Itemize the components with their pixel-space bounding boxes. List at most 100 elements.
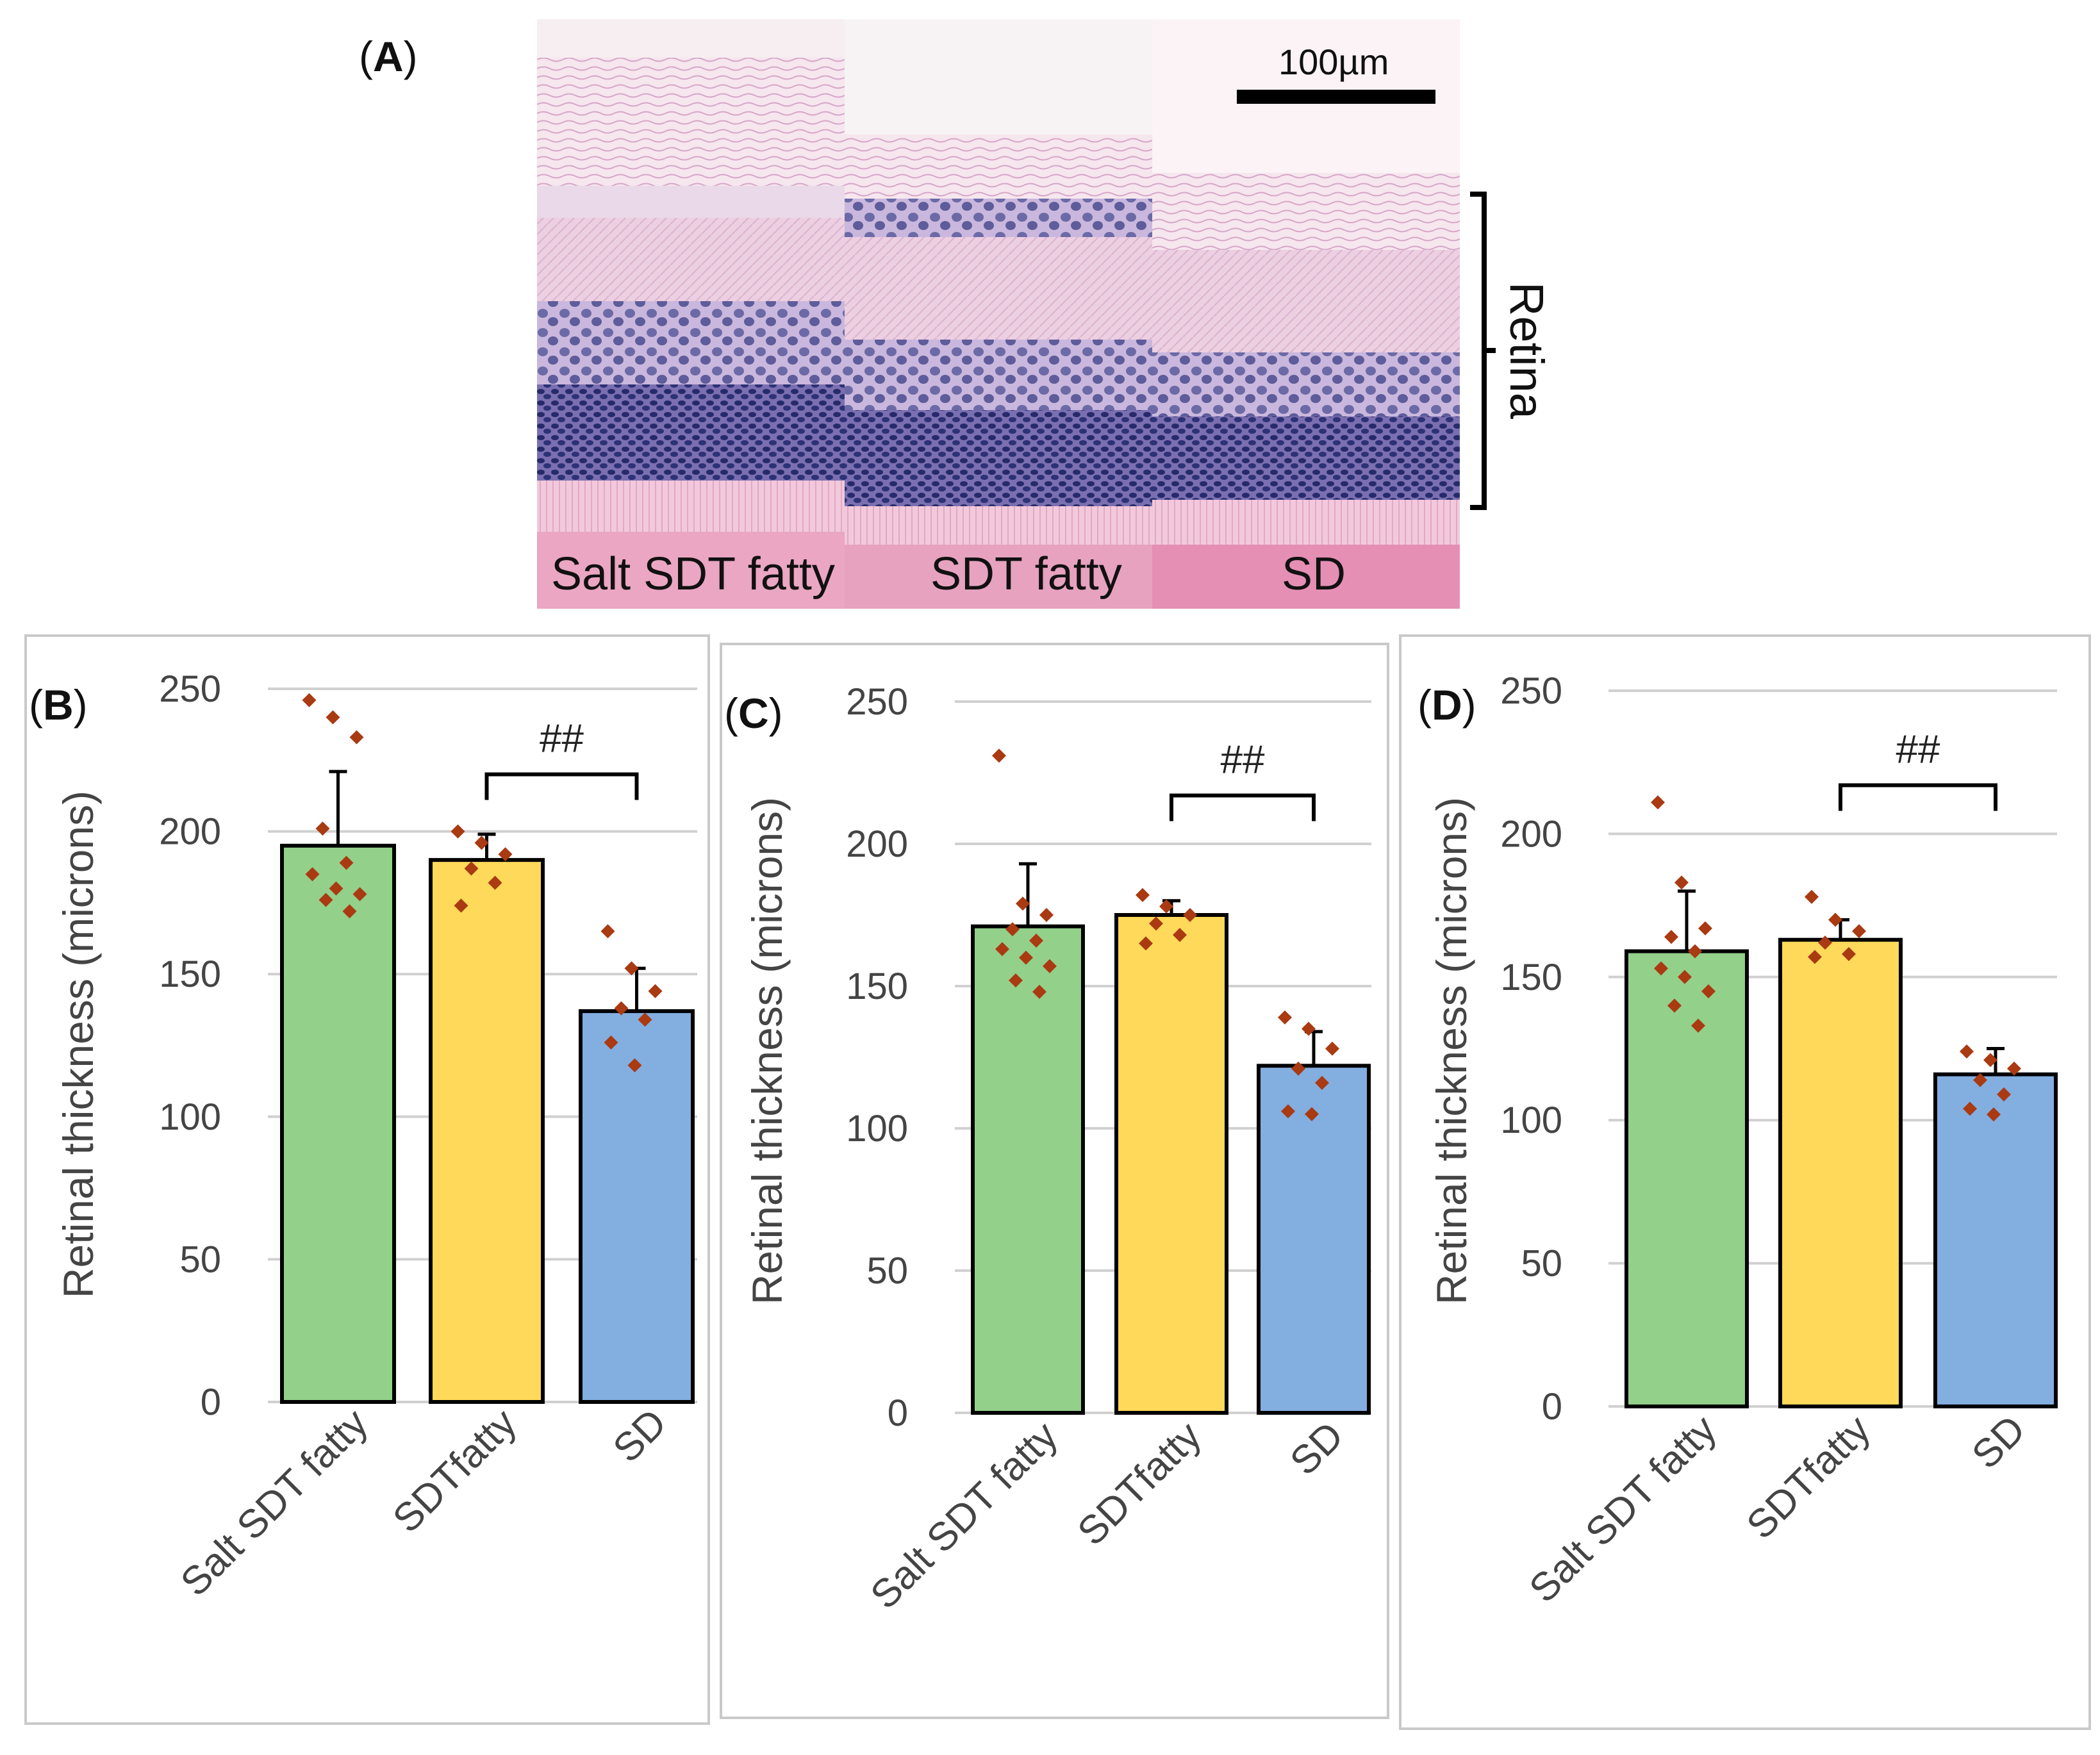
chart-b-ytick-50: 50 [179,1239,221,1280]
chart-c-point-1-3 [1149,916,1163,931]
retina-bracket [1470,192,1496,510]
chart-d-point-0-4 [1688,944,1702,959]
chart-b-point-1-1 [474,836,489,850]
chart-b-point-1-4 [488,875,502,890]
scale-bar [1237,90,1435,104]
chart-c-xtick-1: SDTfatty [1070,1413,1210,1554]
chart-d-point-0-2 [1698,921,1712,935]
chart-d-point-2-0 [1960,1044,1974,1059]
chart-b-point-0-7 [352,887,367,902]
chart-b-xtick-1: SDTfatty [384,1401,525,1541]
chart-b-ytick-150: 150 [159,953,221,995]
panel-a-label: (A) [359,33,418,80]
chart-b-point-1-0 [451,824,465,839]
chart-c-point-2-1 [1302,1021,1316,1036]
chart-c-point-0-3 [1005,922,1020,937]
chart-b-ytick-200: 200 [159,811,221,853]
chart-d-significance-bracket [1839,783,1997,811]
chart-b-point-1-5 [454,898,468,913]
chart-frame-c [720,643,1389,1719]
chart-c-point-0-5 [995,942,1009,957]
chart-d-point-0-7 [1701,984,1716,999]
chart-c-point-1-5 [1139,936,1153,951]
chart-b-point-2-6 [627,1058,642,1073]
chart-b-significance-label: ## [540,717,584,761]
chart-b-point-0-8 [318,893,333,907]
chart-b-point-1-3 [464,861,479,876]
chart-b-ylabel: Retinal thickness (microns) [54,791,102,1298]
chart-c-point-1-0 [1136,887,1150,902]
chart-c-point-0-9 [1032,984,1046,999]
chart-d-point-0-3 [1664,930,1678,944]
chart-b-ytick-0: 0 [201,1381,221,1423]
chart-d-point-2-6 [1987,1107,2001,1122]
chart-b-point-0-6 [329,881,343,896]
chart-c-xtick-2: SD [1282,1413,1352,1484]
chart-b-point-2-5 [604,1035,618,1050]
chart-c-point-2-6 [1305,1107,1319,1121]
chart-d-ytick-150: 150 [1500,957,1562,998]
chart-c-point-0-4 [1029,933,1043,948]
chart-d-ytick-100: 100 [1500,1100,1562,1141]
chart-b-point-2-4 [638,1012,652,1027]
chart-c-point-0-6 [1019,950,1033,965]
chart-b-point-0-3 [315,821,330,836]
chart-c-point-0-1 [1016,896,1030,911]
chart-d-ytick-0: 0 [1542,1386,1562,1428]
chart-c-ytick-50: 50 [866,1250,908,1292]
histology-drawing [537,19,1460,609]
panel-d-label: (D) [1418,681,1476,729]
histo-strip-sd [1152,19,1460,609]
chart-c-point-1-2 [1183,908,1197,922]
chart-d-point-0-1 [1674,875,1689,890]
chart-d-significance-label: ## [1896,727,1940,771]
chart-b-point-2-2 [648,984,663,998]
chart-d-xtick-1: SDTfatty [1739,1407,1879,1547]
chart-b-significance-bracket [484,772,639,800]
chart-d-point-2-1 [1983,1053,1997,1067]
chart-c-point-2-2 [1325,1041,1339,1056]
chart-c-point-0-8 [1009,973,1023,988]
chart-frame-b [24,634,710,1725]
chart-d-point-1-0 [1805,889,1819,904]
chart-d-point-1-5 [1808,950,1822,964]
chart-b-ytick-100: 100 [159,1096,221,1138]
chart-frame-d [1399,634,2091,1730]
chart-b-bar-0 [280,843,396,1404]
chart-d-ytick-200: 200 [1500,813,1562,855]
chart-b-point-0-0 [302,693,317,707]
histo-strip-salt-sdt-fatty [537,19,845,609]
chart-b-point-0-9 [342,904,357,919]
chart-c-bar-2 [1257,1064,1371,1415]
chart-c-point-1-4 [1173,928,1187,943]
histo-label-sdt-fatty: SDT fatty [930,548,1122,600]
chart-c-point-0-7 [1043,959,1057,973]
chart-d-point-1-4 [1842,947,1856,962]
chart-d-point-2-3 [1973,1073,1987,1087]
chart-d-point-2-4 [1997,1087,2011,1101]
chart-b-point-2-3 [614,1001,629,1016]
chart-c-point-0-2 [1039,908,1054,922]
chart-d-bar-0 [1625,949,1749,1408]
chart-d-point-0-6 [1678,969,1692,984]
chart-d-xtick-0: Salt SDT fatty [1521,1407,1724,1611]
chart-d-point-0-5 [1654,961,1668,976]
chart-d-bar-2 [1933,1072,2058,1409]
chart-b-xtick-2: SD [605,1401,675,1471]
scale-bar-label: 100µm [1278,42,1389,82]
chart-d-xtick-2: SD [1964,1407,2034,1478]
chart-c-point-2-4 [1315,1075,1329,1090]
chart-b-point-2-0 [600,924,615,939]
chart-d-point-1-1 [1828,912,1842,927]
chart-c-xtick-0: Salt SDT fatty [862,1413,1066,1617]
chart-d-point-0-8 [1667,998,1682,1013]
chart-c-point-2-3 [1291,1061,1305,1076]
chart-c-bar-0 [971,924,1085,1415]
chart-c-ytick-0: 0 [888,1392,908,1434]
chart-d-point-2-5 [1963,1101,1977,1116]
chart-b-xtick-0: Salt SDT fatty [172,1401,376,1604]
chart-d-ytick-250: 250 [1500,670,1562,712]
chart-c-ytick-100: 100 [846,1108,908,1149]
chart-c-bar-1 [1114,913,1228,1415]
chart-d-ylabel: Retinal thickness (microns) [1428,797,1475,1305]
